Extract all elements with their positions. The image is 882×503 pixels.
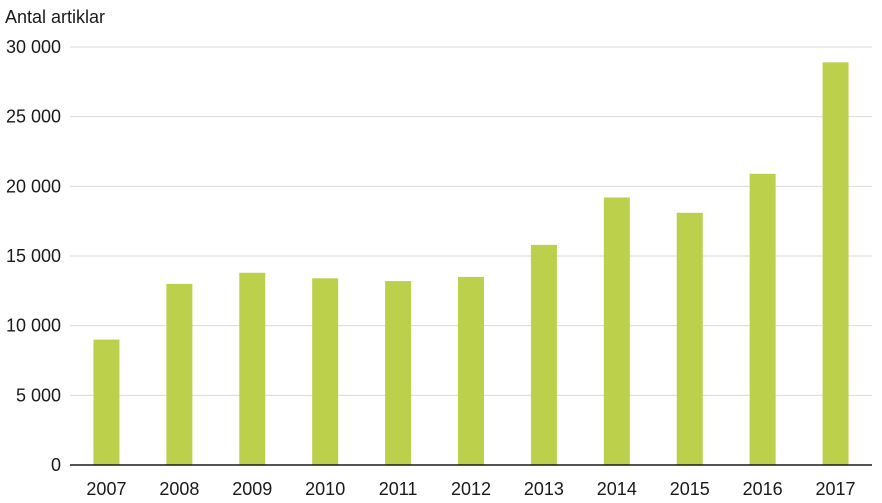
x-tick-label: 2016 [743,479,783,499]
x-tick-label: 2012 [451,479,491,499]
x-tick-label: 2017 [816,479,856,499]
gridlines [70,46,872,396]
bars [93,62,849,466]
x-tick-label: 2010 [305,479,345,499]
bar-2016 [749,173,776,465]
bar-2010 [312,278,339,465]
y-tick-label: 5 000 [16,385,61,405]
bar-2017 [822,62,849,466]
y-tick-label: 10 000 [6,316,61,336]
x-tick-label: 2013 [524,479,564,499]
bar-2012 [458,276,484,465]
bar-2013 [530,244,557,465]
bar-2014 [603,197,630,466]
y-axis-title: Antal artiklar [5,7,105,27]
bar-2008 [166,283,193,465]
x-tick-label: 2011 [379,479,418,499]
x-tick-label: 2015 [670,479,710,499]
y-axis-ticks: 0 5 000 10 000 15 000 20 000 25 000 30 000 [6,37,61,475]
x-axis-ticks: 2007 2008 2009 2010 2011 2012 2013 2014 2015 2016… [86,479,855,499]
y-tick-label: 25 000 [6,107,61,127]
y-tick-label: 20 000 [6,176,61,196]
bar-2007 [93,339,120,465]
y-tick-label: 30 000 [6,37,61,57]
y-tick-label: 15 000 [6,246,61,266]
y-tick-label: 0 [51,455,61,475]
x-tick-label: 2008 [159,479,199,499]
x-tick-label: 2009 [232,479,272,499]
x-tick-label: 2007 [86,479,126,499]
x-tick-label: 2014 [597,479,637,499]
bar-2015 [676,212,703,465]
bar-2011 [385,281,412,465]
bar-2009 [239,272,266,465]
